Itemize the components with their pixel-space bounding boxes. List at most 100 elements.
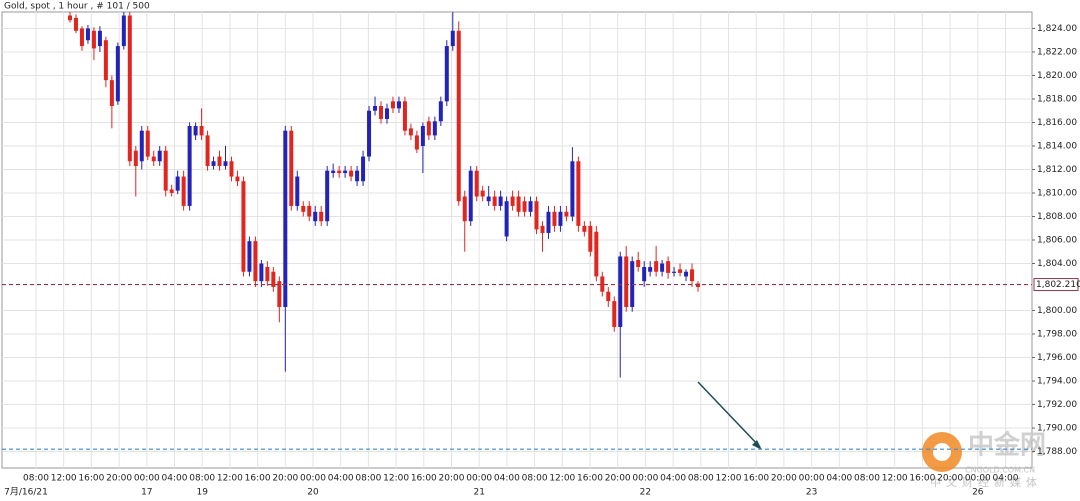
candle-body	[426, 121, 431, 136]
candle-body	[522, 201, 527, 212]
candle-body	[349, 170, 354, 177]
candle-body	[247, 241, 252, 272]
candle-body	[510, 196, 515, 206]
x-tick-label: 20:00	[106, 474, 132, 484]
x-tick-label: 12:00	[217, 474, 243, 484]
x-tick-label: 12:00	[383, 474, 409, 484]
candle-body	[343, 170, 348, 174]
y-tick-label: 1,798.00	[1037, 330, 1077, 340]
candle-body	[420, 126, 425, 146]
candle-body	[319, 211, 324, 222]
candle-body	[193, 126, 198, 136]
candle-body	[313, 211, 318, 222]
candle-body	[456, 30, 461, 202]
candle-body	[127, 15, 132, 162]
candle-body	[73, 17, 78, 31]
x-tick-label: 16:00	[909, 474, 935, 484]
candle-body	[157, 150, 162, 162]
candle-body	[624, 256, 629, 307]
x-tick-label: 12:00	[716, 474, 742, 484]
chart-title: Gold, spot , 1 hour , # 101 / 500	[4, 2, 150, 12]
reference-label: 1,802.210	[1036, 280, 1080, 290]
candle-body	[486, 196, 491, 202]
x-tick-label: 08:00	[189, 474, 215, 484]
candle-body	[444, 46, 449, 102]
x-tick-label: 16:00	[78, 474, 104, 484]
x-tick-label: 12:00	[51, 474, 77, 484]
y-tick-label: 1,788.00	[1037, 447, 1077, 457]
candle-body	[241, 181, 246, 272]
y-tick-label: 1,790.00	[1037, 424, 1077, 434]
candle-body	[85, 28, 90, 41]
candle-body	[223, 161, 228, 166]
candle-body	[606, 291, 611, 302]
date-label: 26	[972, 488, 984, 498]
candle-body	[211, 161, 216, 166]
x-tick-label: 00:00	[134, 474, 160, 484]
candle-body	[379, 106, 384, 119]
x-tick-label: 08:00	[355, 474, 381, 484]
x-tick-label: 12:00	[882, 474, 908, 484]
candle-body	[498, 196, 503, 206]
candle-body	[570, 161, 575, 217]
candle-body	[678, 269, 683, 273]
candle-body	[480, 190, 485, 197]
candle-body	[277, 281, 282, 307]
candle-body	[492, 196, 497, 206]
candle-body	[355, 170, 360, 182]
y-tick-label: 1,804.00	[1037, 259, 1077, 269]
x-tick-label: 20:00	[771, 474, 797, 484]
candle-body	[672, 271, 677, 273]
candle-body	[636, 259, 641, 268]
x-tick-label: 04:00	[162, 474, 188, 484]
x-tick-label: 08:00	[688, 474, 714, 484]
candle-body	[289, 130, 294, 206]
candle-body	[229, 161, 234, 177]
candle-body	[253, 241, 258, 282]
candle-body	[103, 40, 108, 81]
date-label: 23	[806, 488, 817, 498]
date-label: 21	[473, 488, 484, 498]
candle-body	[271, 271, 276, 288]
x-tick-label: 00:00	[965, 474, 991, 484]
candle-body	[217, 156, 222, 166]
candle-body	[307, 205, 312, 217]
x-tick-label: 04:00	[328, 474, 354, 484]
x-tick-label: 08:00	[522, 474, 548, 484]
candle-body	[582, 225, 587, 232]
candle-body	[576, 161, 581, 226]
candle-body	[564, 211, 569, 217]
candle-body	[462, 196, 467, 222]
reference-label-box	[1033, 278, 1079, 292]
candle-body	[684, 271, 689, 277]
candle-body	[666, 261, 671, 273]
x-tick-label: 20:00	[272, 474, 298, 484]
date-label: 19	[196, 488, 208, 498]
y-tick-label: 1,818.00	[1037, 94, 1077, 104]
candle-body	[115, 46, 120, 102]
candle-body	[301, 205, 306, 212]
candle-body	[528, 201, 533, 212]
candle-body	[259, 263, 264, 282]
y-tick-label: 1,824.00	[1037, 24, 1077, 34]
y-tick-label: 1,810.00	[1037, 188, 1077, 198]
x-tick-label: 16:00	[411, 474, 437, 484]
candle-body	[79, 28, 84, 47]
date-label: 7月/16/21	[4, 487, 48, 498]
candle-body	[91, 30, 96, 49]
candle-body	[367, 110, 372, 157]
x-tick-label: 12:00	[549, 474, 575, 484]
candle-body	[654, 261, 659, 272]
y-tick-label: 1,812.00	[1037, 165, 1077, 175]
candle-body	[504, 201, 509, 237]
candle-body	[618, 256, 623, 327]
y-tick-label: 1,814.00	[1037, 141, 1077, 151]
x-tick-label: 00:00	[799, 474, 825, 484]
candle-body	[474, 170, 479, 197]
watermark-tagline: 中文财经新媒体	[930, 475, 1042, 489]
date-label: 20	[307, 488, 319, 498]
x-tick-label: 08:00	[854, 474, 880, 484]
candle-body	[546, 211, 551, 233]
y-tick-label: 1,816.00	[1037, 118, 1077, 128]
candle-body	[402, 101, 407, 131]
